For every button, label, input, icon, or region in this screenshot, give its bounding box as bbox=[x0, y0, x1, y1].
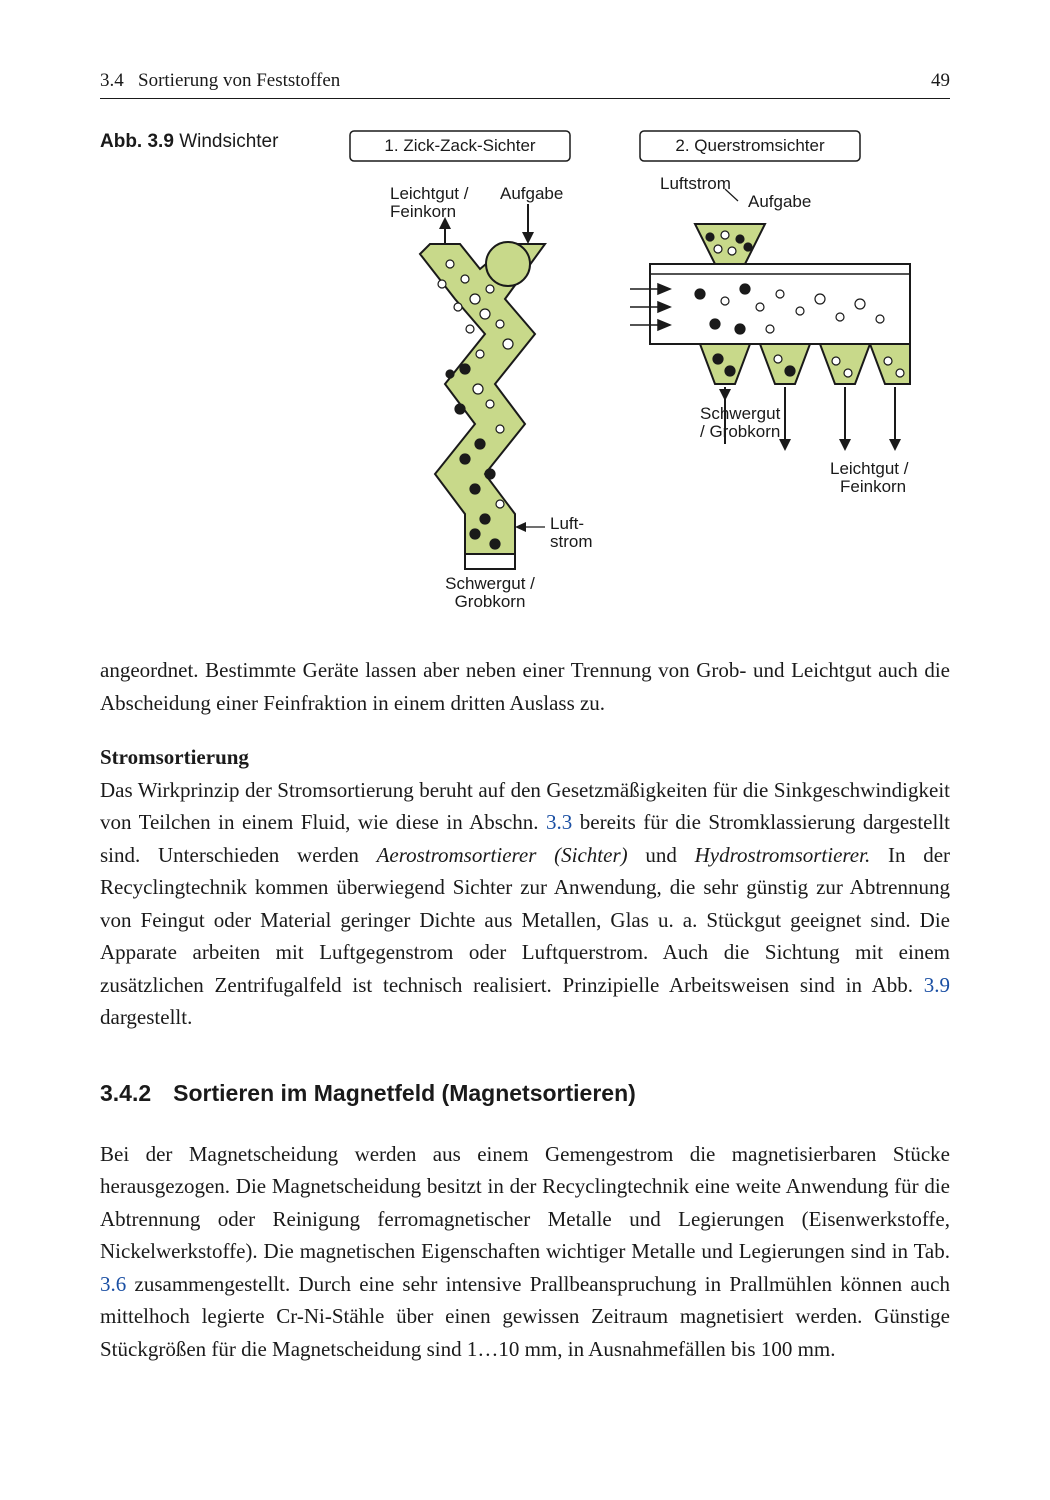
zz-outlet-box bbox=[465, 554, 515, 569]
para-1: angeordnet. Bestimmte Geräte lassen aber… bbox=[100, 654, 950, 719]
lbl-feinkorn-2: Feinkorn bbox=[840, 477, 906, 496]
lbl-strom: strom bbox=[550, 532, 593, 551]
subhead-stromsortierung: Stromsortierung bbox=[100, 745, 249, 769]
lbl-luftstrom-2: Luftstrom bbox=[660, 174, 731, 193]
ref-abb-3-9[interactable]: 3.9 bbox=[924, 973, 950, 997]
body-text: angeordnet. Bestimmte Geräte lassen aber… bbox=[100, 654, 950, 1365]
section-title: Sortieren im Magnetfeld (Magnetsortieren… bbox=[173, 1076, 636, 1112]
lbl-leichtgut-2: Leichtgut / bbox=[830, 459, 909, 478]
figure-caption: Abb. 3.9 Windsichter bbox=[100, 129, 300, 153]
aufgabe-leader-2 bbox=[725, 189, 738, 201]
lbl-aufgabe-2: Aufgabe bbox=[748, 192, 811, 211]
para-2: Stromsortierung Das Wirkprinzip der Stro… bbox=[100, 741, 950, 1034]
page: 3.4 Sortierung von Feststoffen 49 Abb. 3… bbox=[0, 0, 1050, 1500]
ref-3-3[interactable]: 3.3 bbox=[546, 810, 572, 834]
box1-label: 1. Zick-Zack-Sichter bbox=[384, 136, 535, 155]
figure-row: Abb. 3.9 Windsichter 1. Zick-Zack-Sichte… bbox=[100, 129, 950, 614]
arrow-leichtgut-2a-head bbox=[839, 439, 851, 451]
lbl-luft: Luft- bbox=[550, 514, 584, 533]
lbl-grobkorn-1: Grobkorn bbox=[455, 592, 526, 609]
box2-label: 2. Querstromsichter bbox=[675, 136, 825, 155]
lbl-schwergut-2: Schwergut bbox=[700, 404, 781, 423]
lbl-grobkorn-2: / Grobkorn bbox=[700, 422, 780, 441]
header-section-num: 3.4 bbox=[100, 70, 124, 91]
lbl-schwergut-1: Schwergut / bbox=[445, 574, 535, 593]
para-3: Bei der Magnetscheidung werden aus einem… bbox=[100, 1138, 950, 1366]
italic-hydro: Hyd­rostromsortierer. bbox=[695, 843, 871, 867]
figure-svg-wrap: 1. Zick-Zack-Sichter Leichtgut / Feinkor… bbox=[330, 129, 950, 614]
qs-hopper bbox=[695, 224, 765, 264]
italic-aero: Aerostromsortierer (Sichter) bbox=[377, 843, 628, 867]
arrow-schwergut-2b-head bbox=[779, 439, 791, 451]
lbl-leichtgut-1: Leichtgut / bbox=[390, 184, 469, 203]
running-header: 3.4 Sortierung von Feststoffen 49 bbox=[100, 70, 950, 99]
luft-arrow-head bbox=[515, 522, 526, 532]
qs-chamber bbox=[650, 264, 910, 344]
figure-label-bold: Abb. 3.9 bbox=[100, 131, 174, 152]
section-num: 3.4.2 bbox=[100, 1076, 151, 1112]
header-left: 3.4 Sortierung von Feststoffen bbox=[100, 70, 340, 92]
zickzack-body bbox=[420, 244, 545, 554]
fan-circle bbox=[486, 242, 530, 286]
arrow-schwergut-2-head bbox=[719, 389, 731, 401]
arrow-aufgabe-1-head bbox=[522, 232, 534, 244]
qs-collectors bbox=[700, 344, 910, 384]
header-section-title: Sortierung von Feststoffen bbox=[138, 70, 340, 91]
section-heading-3-4-2: 3.4.2 Sortieren im Magnetfeld (Magnetsor… bbox=[100, 1076, 950, 1112]
lbl-aufgabe-1: Aufgabe bbox=[500, 184, 563, 203]
ref-tab-3-6[interactable]: 3.6 bbox=[100, 1272, 126, 1296]
header-page-number: 49 bbox=[931, 70, 950, 92]
lbl-feinkorn-1: Feinkorn bbox=[390, 202, 456, 221]
arrow-leichtgut-2b-head bbox=[889, 439, 901, 451]
figure-label-rest: Windsichter bbox=[179, 131, 278, 152]
windsichter-diagram: 1. Zick-Zack-Sichter Leichtgut / Feinkor… bbox=[330, 129, 920, 609]
